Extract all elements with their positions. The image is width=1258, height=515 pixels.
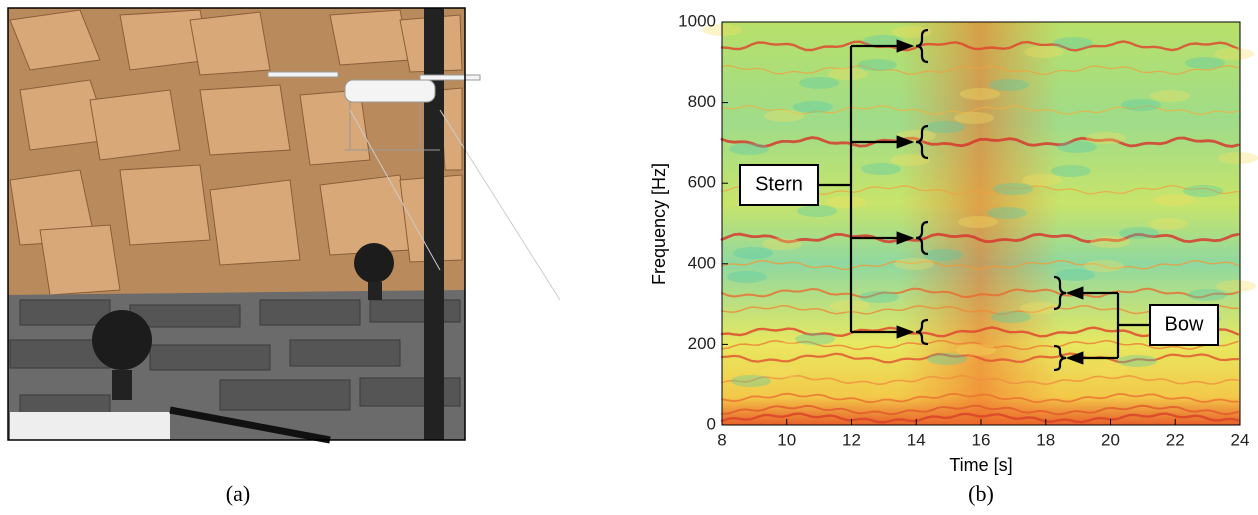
figure: Stern Bow Time [s] Frequency [Hz] (a) (b… <box>0 0 1258 515</box>
texture <box>894 258 934 270</box>
texture <box>1024 46 1064 58</box>
x-axis-label: Time [s] <box>949 455 1012 475</box>
y-tick-label: 0 <box>707 414 716 433</box>
texture <box>727 271 767 283</box>
texture <box>1218 152 1258 164</box>
texture <box>987 207 1027 219</box>
texture <box>1119 227 1159 239</box>
x-tick-label: 18 <box>1036 430 1055 449</box>
texture <box>993 183 1033 195</box>
texture <box>892 26 932 38</box>
texture <box>991 311 1031 323</box>
x-tick-label: 12 <box>842 430 861 449</box>
texture <box>1148 218 1188 230</box>
texture <box>1183 185 1223 197</box>
texture <box>762 238 802 250</box>
texture <box>923 249 963 261</box>
texture <box>760 366 800 378</box>
x-tick-label: 14 <box>907 430 926 449</box>
annotation: Bow <box>1165 313 1204 335</box>
texture <box>729 143 769 155</box>
texture <box>733 247 773 259</box>
texture <box>1057 141 1097 153</box>
texture <box>1187 289 1227 301</box>
y-tick-label: 200 <box>688 334 716 353</box>
texture <box>958 216 998 228</box>
texture <box>1214 48 1254 60</box>
texture <box>764 110 804 122</box>
texture <box>989 79 1029 91</box>
texture <box>1154 194 1194 206</box>
y-tick-label: 1000 <box>678 11 716 30</box>
texture <box>1185 57 1225 69</box>
texture <box>1150 90 1190 102</box>
texture <box>954 112 994 124</box>
texture <box>927 353 967 365</box>
y-tick-label: 600 <box>688 173 716 192</box>
texture <box>857 59 897 71</box>
y-axis-label: Frequency [Hz] <box>649 163 669 285</box>
photo <box>8 8 560 440</box>
texture <box>1022 174 1062 186</box>
y-tick-label: 800 <box>688 92 716 111</box>
texture <box>1051 165 1091 177</box>
x-tick-label: 16 <box>972 430 991 449</box>
x-tick-label: 8 <box>717 430 726 449</box>
texture <box>799 77 839 89</box>
texture <box>1084 260 1124 272</box>
texture <box>1055 269 1095 281</box>
texture <box>1117 355 1157 367</box>
texture <box>960 88 1000 100</box>
x-tick-label: 10 <box>777 430 796 449</box>
texture <box>793 101 833 113</box>
texture <box>1090 236 1130 248</box>
texture <box>1216 280 1256 292</box>
texture <box>1086 132 1126 144</box>
caption: (b) <box>968 481 994 506</box>
y-tick-label: 400 <box>688 253 716 272</box>
texture <box>795 333 835 345</box>
texture <box>797 205 837 217</box>
x-tick-label: 24 <box>1231 430 1250 449</box>
texture <box>1088 364 1128 376</box>
annotation: Stern <box>755 173 803 195</box>
texture <box>956 344 996 356</box>
x-tick-label: 20 <box>1101 430 1120 449</box>
texture <box>1121 99 1161 111</box>
texture <box>896 130 936 142</box>
texture <box>731 375 771 387</box>
caption: (a) <box>226 481 250 506</box>
texture <box>1053 37 1093 49</box>
texture <box>828 68 868 80</box>
spectrogram <box>702 22 1258 425</box>
texture <box>861 163 901 175</box>
texture <box>859 291 899 303</box>
texture <box>925 121 965 133</box>
texture <box>766 342 806 354</box>
texture <box>826 196 866 208</box>
x-tick-label: 22 <box>1166 430 1185 449</box>
